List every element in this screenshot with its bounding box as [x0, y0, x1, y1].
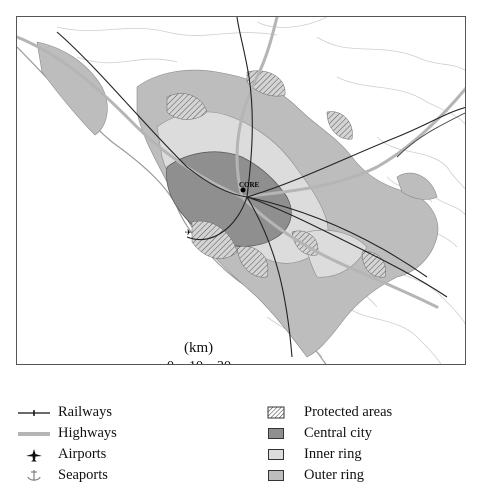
- legend-label: Protected areas: [304, 404, 393, 420]
- mid-grey-swatch-icon: [262, 468, 298, 484]
- railway-line-icon: [16, 405, 52, 421]
- scale-bar: (km) 0 10 20: [167, 340, 247, 364]
- map-frame: CORE ✈ (km) 0 10 20: [16, 16, 466, 365]
- legend-railways: Railways: [16, 402, 117, 423]
- map-canvas: CORE ✈: [17, 17, 465, 364]
- airport-marker-icon: ✈: [185, 228, 192, 237]
- legend-outer-ring: Outer ring: [262, 465, 392, 486]
- scale-tick-10: 10: [189, 359, 203, 364]
- highways: [17, 17, 465, 309]
- core-marker: [240, 187, 246, 193]
- legend-label: Inner ring: [304, 446, 362, 462]
- legend-seaports: Seaports: [16, 465, 117, 486]
- scale-tick-0: 0: [167, 359, 174, 364]
- airplane-icon: [16, 447, 52, 463]
- legend-inner-ring: Inner ring: [262, 444, 392, 465]
- legend-airports: Airports: [16, 444, 117, 465]
- hatched-swatch-icon: [262, 405, 298, 421]
- legend-right: Protected areas Central city Inner ring …: [262, 402, 392, 486]
- legend-label: Railways: [58, 404, 112, 420]
- legend-central-city: Central city: [262, 423, 392, 444]
- legend-label: Outer ring: [304, 467, 364, 483]
- legend-highways: Highways: [16, 423, 117, 444]
- legend-label: Airports: [58, 446, 107, 462]
- river: [396, 112, 465, 158]
- dark-grey-swatch-icon: [262, 426, 298, 442]
- legend-label: Central city: [304, 425, 373, 441]
- highway-line-icon: [16, 426, 52, 442]
- legend-label: Seaports: [58, 467, 108, 483]
- legend-label: Highways: [58, 425, 117, 441]
- light-grey-swatch-icon: [262, 447, 298, 463]
- scale-unit: (km): [184, 340, 214, 356]
- railways: [56, 17, 465, 358]
- legend-left: Railways Highways Airports Seaports: [16, 402, 117, 486]
- anchor-icon: [16, 468, 52, 484]
- scale-tick-20: 20: [217, 359, 231, 364]
- core-label: CORE: [239, 181, 260, 189]
- legend-protected-areas: Protected areas: [262, 402, 392, 423]
